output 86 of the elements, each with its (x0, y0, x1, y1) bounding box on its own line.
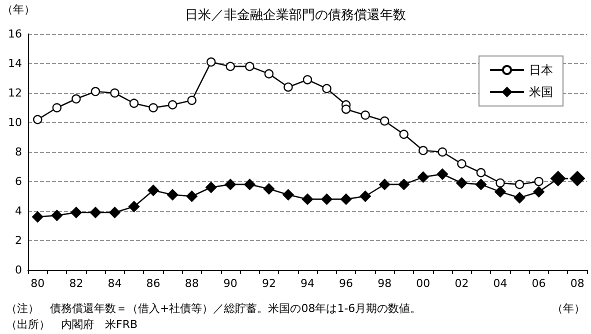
point (436, 168, 448, 180)
point (51, 210, 63, 222)
x-tick-label: 96 (339, 277, 354, 290)
point (148, 184, 159, 196)
point (33, 114, 42, 124)
point (438, 147, 448, 157)
point (52, 103, 62, 112)
point (496, 178, 505, 188)
point (148, 103, 158, 112)
point (206, 182, 217, 193)
point (90, 86, 100, 96)
x-tick-label: 82 (69, 277, 84, 290)
point (90, 206, 102, 218)
x-tick-label: 86 (146, 277, 160, 290)
point (379, 178, 390, 190)
x-tick-label: 80 (30, 277, 45, 290)
x-tick-label: 84 (108, 277, 122, 290)
point (206, 57, 216, 67)
point (418, 171, 429, 183)
point (398, 178, 410, 190)
point (226, 62, 235, 72)
x-tick-label: 04 (493, 277, 508, 290)
point (224, 178, 236, 190)
point (570, 170, 585, 186)
point (110, 88, 120, 98)
y-tick-label: 14 (8, 57, 22, 70)
point (129, 98, 139, 108)
x-tick-label: 90 (223, 277, 238, 290)
text: （注） 債務償還年数＝（借入+社債等）／総貯蓄。米国の08年は1-6月期の数値。 (6, 302, 422, 315)
point (187, 96, 196, 105)
x-tick-label: 88 (184, 277, 199, 290)
point (70, 206, 82, 218)
point (341, 104, 351, 114)
legend-label: 米国 (529, 85, 553, 99)
point (72, 94, 81, 104)
text: （出所） 内閣府 米FRB (6, 318, 138, 331)
point (360, 190, 371, 202)
y-tick-label: 12 (8, 86, 22, 100)
point (399, 130, 408, 139)
x-tick-label: 08 (570, 277, 584, 290)
point (418, 146, 428, 156)
x-tick-label: 06 (532, 277, 546, 290)
point (264, 69, 274, 78)
x-axis-title: （年） (552, 302, 585, 315)
point (186, 190, 198, 202)
point (476, 168, 486, 178)
point (360, 110, 370, 120)
point (32, 211, 44, 222)
point (302, 75, 312, 84)
x-tick-label: 02 (454, 277, 469, 290)
point (475, 178, 487, 190)
y-tick-label: 8 (15, 146, 22, 158)
point (166, 189, 178, 200)
point (302, 194, 314, 205)
point (321, 194, 332, 205)
y-axis-title: （年） (2, 3, 35, 16)
x-tick-label: 98 (378, 277, 392, 290)
y-tick-label: 4 (15, 204, 22, 218)
point (340, 194, 352, 205)
point (514, 180, 524, 190)
chart-title: 日米／非金融企業部門の債務償還年数 (185, 8, 406, 23)
point (245, 62, 254, 72)
point (322, 84, 332, 94)
point (244, 178, 256, 190)
point (128, 200, 140, 212)
point (457, 159, 466, 168)
x-tick-label: 94 (300, 277, 314, 290)
legend-label: 日本 (529, 63, 553, 77)
point (514, 192, 526, 204)
point (494, 186, 506, 198)
point (456, 177, 468, 189)
y-tick-label: 0 (15, 264, 22, 276)
y-tick-label: 10 (8, 116, 22, 129)
point (109, 206, 120, 218)
y-tick-label: 16 (8, 28, 22, 40)
point (282, 189, 294, 200)
point (263, 183, 275, 194)
y-tick-label: 6 (15, 175, 22, 188)
x-tick-label: 00 (416, 277, 430, 290)
point (534, 176, 544, 186)
point (168, 100, 178, 110)
point (284, 82, 293, 92)
y-tick-label: 2 (15, 234, 22, 247)
point (533, 186, 544, 198)
x-tick-label: 92 (262, 277, 276, 290)
point (380, 116, 390, 126)
